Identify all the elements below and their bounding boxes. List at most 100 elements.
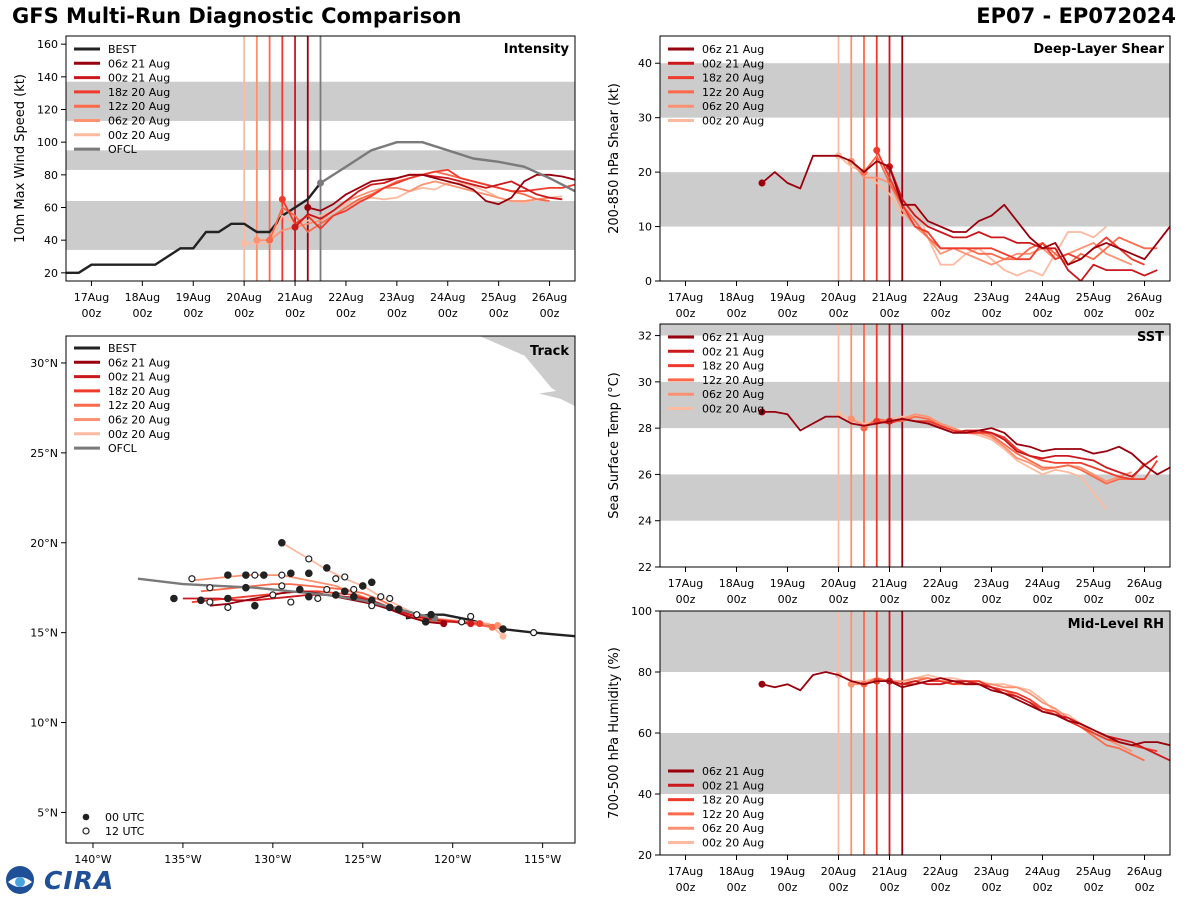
y-tick-label: 20: [638, 166, 652, 179]
threshold-band: [660, 172, 1170, 227]
legend-label: 00z 21 Aug: [108, 371, 170, 384]
x-tick-label: 26Aug: [1127, 865, 1162, 878]
y-tick-label: 160: [37, 38, 58, 51]
x-tick-label: 00z: [132, 307, 152, 320]
series-line: [889, 680, 1170, 762]
y-tick-label: 32: [638, 330, 652, 343]
x-tick-label: 17Aug: [668, 577, 703, 590]
x-tick-label: 00z: [727, 307, 747, 320]
legend-label: 18z 20 Aug: [108, 86, 170, 99]
series-start-marker: [253, 236, 261, 244]
x-tick-label: 22Aug: [923, 865, 958, 878]
track-start-marker: [476, 620, 484, 628]
legend-label: 18z 20 Aug: [702, 360, 764, 373]
series-group: [758, 146, 1170, 281]
legend-label: 00z 21 Aug: [702, 779, 764, 792]
track-start-marker: [440, 620, 448, 628]
x-tick-label: 00z: [336, 307, 356, 320]
x-tick-label: 22Aug: [923, 577, 958, 590]
series-group: [758, 408, 1170, 510]
threshold-band: [660, 733, 1170, 794]
x-tick-label: 00z: [829, 307, 849, 320]
position-12utc: [224, 603, 232, 612]
landmass: [539, 388, 575, 407]
y-tick-label: 40: [638, 57, 652, 70]
axes-frame: [65, 335, 576, 844]
position-00utc: [305, 569, 313, 578]
position-12utc: [350, 585, 358, 594]
series-start-marker: [758, 408, 766, 416]
position-00utc: [287, 569, 295, 578]
position-12utc: [323, 585, 331, 594]
y-tick-label: 100: [37, 136, 58, 149]
panel-title: SST: [1137, 330, 1164, 345]
x-tick-label: 19Aug: [770, 291, 805, 304]
legend-label: 06z 20 Aug: [702, 100, 764, 113]
x-tick-label: 00z: [931, 593, 951, 606]
series-start-marker: [278, 195, 286, 203]
series-start-marker: [317, 179, 324, 187]
x-tick-label: 00z: [1135, 881, 1155, 894]
legend-label: 12z 20 Aug: [702, 86, 764, 99]
legend-label: BEST: [108, 342, 136, 355]
legend-label: 18z 20 Aug: [702, 72, 764, 85]
series-line: [281, 168, 575, 230]
threshold-band: [660, 474, 1170, 521]
axes-frame: [659, 323, 1171, 568]
x-tick-label: 18Aug: [125, 291, 160, 304]
legend-label: 12z 20 Aug: [108, 100, 170, 113]
position-12utc: [368, 602, 376, 610]
x-tick-label: 00z: [82, 307, 102, 320]
position-12utc: [413, 611, 421, 619]
legend-label: 12z 20 Aug: [702, 808, 764, 821]
sst-panel: 22 24 26 28 30 32 17Aug 00z 18Aug 00z 19Aug 00z 20Au…: [607, 323, 1171, 606]
series-line: [256, 180, 550, 242]
series-line: [307, 173, 575, 212]
position-12utc: [251, 571, 259, 579]
series-line: [761, 671, 1170, 747]
series-line: [851, 677, 1133, 753]
axes-frame: [65, 35, 576, 282]
position-12utc: [467, 612, 475, 621]
x-tick-label: 00z: [880, 593, 900, 606]
panel-title: Deep-Layer Shear: [1033, 42, 1164, 57]
x-tick-label: 23Aug: [974, 291, 1009, 304]
y-tick-label: 22: [638, 561, 652, 574]
x-tick-label: 00z: [285, 307, 305, 320]
x-tick-label: 00z: [183, 307, 203, 320]
x-tick-label: 21Aug: [872, 577, 907, 590]
series-line: [875, 149, 1145, 266]
x-tick-label: 00z: [880, 307, 900, 320]
x-tick-label: 00z: [1033, 881, 1053, 894]
x-tick-label: 20Aug: [821, 291, 856, 304]
position-00utc: [394, 605, 403, 614]
series-line: [863, 415, 1146, 485]
legend-label: 06z 20 Aug: [108, 115, 170, 128]
legend-label: 00z 20 Aug: [702, 837, 764, 850]
x-tick-label: 130°W: [254, 853, 291, 866]
series-start-marker: [291, 223, 299, 231]
axes-frame: [659, 35, 1171, 282]
y-tick-label: 30: [638, 376, 652, 389]
x-tick-label: 25Aug: [1076, 291, 1111, 304]
y-tick-label: 0: [645, 275, 652, 288]
x-tick-label: 00z: [727, 881, 747, 894]
position-00utc: [296, 585, 304, 594]
series-group: [66, 140, 575, 274]
map-area: [137, 336, 575, 640]
x-tick-label: 00z: [982, 881, 1002, 894]
position-00utc: [385, 603, 394, 612]
position-12utc: [278, 582, 286, 590]
y-tick-label: 25°N: [30, 447, 58, 460]
panel-title: Mid-Level RH: [1068, 617, 1164, 632]
series-line: [762, 410, 1170, 476]
x-tick-label: 23Aug: [379, 291, 414, 304]
y-tick-label: 24: [638, 515, 652, 528]
x-tick-label: 17Aug: [668, 865, 703, 878]
x-tick-label: 00z: [489, 307, 509, 320]
y-axis-label: 200-850 hPa Shear (kt): [607, 83, 622, 234]
y-tick-label: 80: [638, 666, 652, 679]
legend-label: 00z 20 Aug: [702, 403, 764, 416]
series-start-marker: [304, 204, 312, 211]
